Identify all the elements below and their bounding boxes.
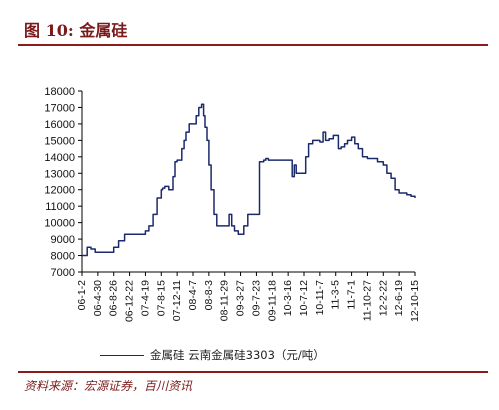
x-tick-label: 12-2-22 [377, 280, 389, 316]
x-tick-label: 10-11-7 [314, 280, 326, 316]
y-tick-label: 14000 [44, 152, 75, 164]
x-tick-label: 09-3-27 [235, 280, 247, 316]
y-tick-label: 11000 [45, 201, 75, 213]
y-tick-label: 12000 [44, 185, 75, 197]
y-tick-label: 8000 [51, 251, 75, 263]
y-tick-label: 17000 [44, 102, 75, 114]
x-tick-label: 09-11-18 [266, 280, 278, 321]
x-tick-label: 11-3-5 [330, 280, 342, 310]
source-note: 资料来源：宏源证券，百川资讯 [24, 379, 193, 393]
figure-title: 图 10: 金属硅 [24, 21, 128, 40]
legend-label: 金属硅 云南金属硅3303（元/吨） [150, 348, 325, 362]
x-tick-label: 11-10-27 [361, 280, 373, 321]
footer-rule [18, 371, 488, 373]
series-line [82, 103, 416, 257]
y-tick-label: 9000 [51, 234, 75, 246]
x-tick-label: 06-12-22 [124, 280, 136, 322]
x-tick-label: 11-7-1 [346, 280, 358, 310]
y-tick-label: 15000 [44, 135, 75, 147]
x-tick-label: 10-3-16 [282, 280, 294, 316]
y-tick-label: 10000 [44, 218, 75, 230]
y-tick-label: 7000 [51, 267, 75, 279]
x-tick-label: 10-7-12 [298, 280, 310, 316]
x-tick-label: 06-1-2 [76, 280, 88, 311]
y-tick-label: 18000 [44, 86, 75, 98]
x-tick-label: 06-8-26 [108, 280, 120, 316]
x-tick-label: 06-4-30 [92, 280, 104, 316]
y-tick-label: 16000 [44, 119, 75, 131]
x-tick-label: 08-4-7 [187, 280, 199, 311]
x-tick-label: 08-11-29 [219, 280, 231, 321]
x-tick-label: 07-8-15 [155, 280, 167, 316]
header-rule [18, 44, 488, 46]
x-tick-label: 09-7-23 [250, 280, 262, 316]
chart-legend: 金属硅 云南金属硅3303（元/吨） [100, 347, 325, 363]
line-chart: 7000 8000 9000 10000 11000 12000 13000 14000 150… [44, 86, 421, 322]
x-tick-label: 08-8-3 [203, 280, 215, 311]
x-tick-label: 07-12-11 [171, 280, 183, 321]
x-tick-label: 12-10-15 [409, 280, 421, 322]
figure-header: 图 10: 金属硅 [0, 0, 499, 46]
x-tick-label: 12-6-19 [393, 280, 405, 316]
x-tick-label: 07-4-19 [139, 280, 151, 316]
y-tick-label: 13000 [44, 168, 75, 180]
legend-line-swatch [100, 354, 144, 356]
